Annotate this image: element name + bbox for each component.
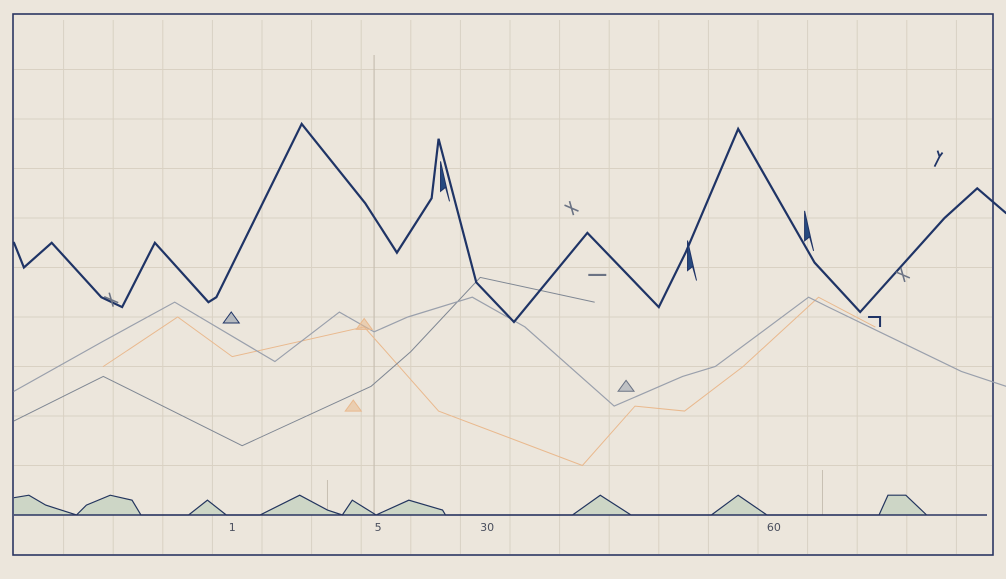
area-series — [13, 494, 928, 516]
x-tick-label: 1 — [229, 521, 236, 534]
x-tick-label: 60 — [767, 521, 781, 534]
annotation-mark — [687, 240, 698, 281]
annotation-mark — [440, 161, 451, 202]
annotation-mark — [103, 292, 119, 307]
annotation-mark — [868, 315, 882, 327]
annotation-mark — [895, 267, 911, 283]
annotation-mark — [564, 200, 579, 216]
series-line-2 — [13, 296, 1006, 407]
x-tick-labels: 1 5 30 60 — [229, 521, 781, 534]
annotation-mark — [355, 317, 374, 330]
annotation-mark — [933, 150, 944, 168]
annotations — [103, 150, 944, 412]
series-line-4 — [102, 296, 876, 467]
series-line-1 — [12, 121, 1006, 324]
annotation-mark — [344, 399, 363, 412]
x-tick-label: 5 — [375, 521, 382, 534]
annotation-mark — [804, 210, 815, 251]
annotation-mark — [617, 379, 636, 392]
x-tick-label: 30 — [480, 521, 494, 534]
annotation-mark — [222, 311, 241, 324]
series-line-3 — [13, 276, 595, 447]
line-series — [12, 121, 1006, 467]
area-fill — [14, 495, 927, 515]
chart-frame — [12, 13, 994, 556]
area-outline — [13, 494, 928, 516]
